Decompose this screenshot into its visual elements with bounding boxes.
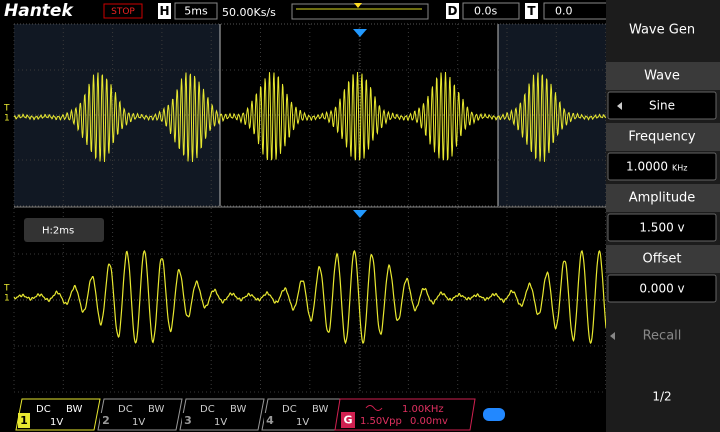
trigger-label-box: [525, 3, 538, 19]
trigger[interactable]: 0.0: [555, 5, 573, 18]
menu-label-box: [606, 123, 720, 151]
trigger-level-marker: T: [3, 284, 10, 294]
trigger-level-marker: T: [3, 104, 10, 114]
menu-arrow: [617, 102, 622, 110]
zoom-label: H:2ms: [42, 226, 74, 237]
generator-label: G: [343, 414, 352, 427]
channel-marker: 1: [4, 114, 10, 124]
overview-box: [291, 3, 429, 20]
channel-scale: 1V: [214, 417, 227, 428]
generator-box[interactable]: [334, 398, 476, 431]
menu-value-box[interactable]: [607, 152, 717, 181]
channel-number: 2: [102, 414, 110, 427]
menu-title: Wave Gen: [629, 23, 695, 38]
lower-waveform: [13, 249, 607, 345]
sine-icon: [365, 405, 383, 411]
channel-number-box: [182, 413, 194, 428]
trigger-marker: [354, 3, 362, 8]
channel-bw: BW: [312, 404, 329, 415]
menu-arrow: [610, 332, 615, 340]
channel-coupling: DC: [118, 404, 133, 415]
menu-items: Wave Sine Frequency 1.0000 KHz Amplitude 1.500…: [606, 62, 720, 359]
timebase-label-box: [158, 3, 171, 19]
menu-value[interactable]: Sine: [649, 99, 675, 113]
trigger-label: T: [527, 4, 536, 18]
channel-bw: BW: [66, 404, 83, 415]
menu-value-box[interactable]: [607, 213, 717, 242]
brand: Hantek: [4, 1, 74, 21]
menu-button[interactable]: [606, 313, 720, 359]
status: STOP: [111, 7, 135, 17]
timebase[interactable]: 5ms: [184, 5, 208, 18]
menu-value[interactable]: 1.0000: [626, 160, 668, 174]
channel-number: 4: [266, 414, 274, 427]
timebase-box[interactable]: [174, 2, 218, 20]
menu-label-box: [606, 245, 720, 273]
delay-label: D: [448, 4, 458, 18]
menu-label: Wave: [644, 69, 680, 84]
upper-waveform: [13, 71, 607, 163]
usb-icon: [483, 408, 505, 421]
trigger-position: [353, 29, 367, 37]
channel-coupling: DC: [36, 404, 51, 415]
status-box: [103, 3, 143, 19]
menu-label-box: [606, 184, 720, 212]
channel-coupling: DC: [282, 404, 297, 415]
menu-value-box[interactable]: [607, 91, 717, 120]
menu-page: 1/2: [652, 390, 671, 404]
channel-number-box: [100, 413, 112, 428]
channel-bw: BW: [148, 404, 165, 415]
generator-frequency: 1.00KHz: [402, 404, 444, 415]
delay-label-box: [446, 3, 459, 19]
zoom-label-box: [24, 218, 104, 242]
trigger-position: [353, 210, 367, 218]
generator-amplitude: 1.50Vpp: [360, 416, 402, 427]
channel-number: 3: [184, 414, 192, 427]
channel-number-box: [18, 413, 30, 428]
channel-marker: 1: [4, 294, 10, 304]
menu-label: Frequency: [628, 130, 695, 145]
menu-value[interactable]: 1.500 v: [639, 221, 684, 235]
menu-value[interactable]: 0.000 v: [639, 282, 684, 296]
delay-box[interactable]: [462, 2, 520, 20]
generator-offset: 0.00mv: [410, 416, 448, 427]
channel-bw: BW: [230, 404, 247, 415]
channel-scale: 1V: [50, 417, 63, 428]
menu-value-box[interactable]: [607, 274, 717, 303]
menu-label[interactable]: Recall: [643, 329, 682, 344]
menu-label-box: [606, 62, 720, 90]
channel-coupling: DC: [200, 404, 215, 415]
timebase-label: H: [159, 4, 169, 18]
channel-scale: 1V: [296, 417, 309, 428]
menu-label: Amplitude: [629, 191, 696, 206]
sample-rate: 50.00Ks/s: [222, 6, 276, 19]
channel-number: 1: [20, 414, 28, 427]
channel-number-box: [264, 413, 276, 428]
delay[interactable]: 0.0s: [474, 5, 497, 18]
menu-unit[interactable]: KHz: [672, 164, 687, 173]
menu-label: Offset: [642, 252, 681, 267]
generator-label-box: [341, 412, 355, 428]
channel-scale: 1V: [132, 417, 145, 428]
